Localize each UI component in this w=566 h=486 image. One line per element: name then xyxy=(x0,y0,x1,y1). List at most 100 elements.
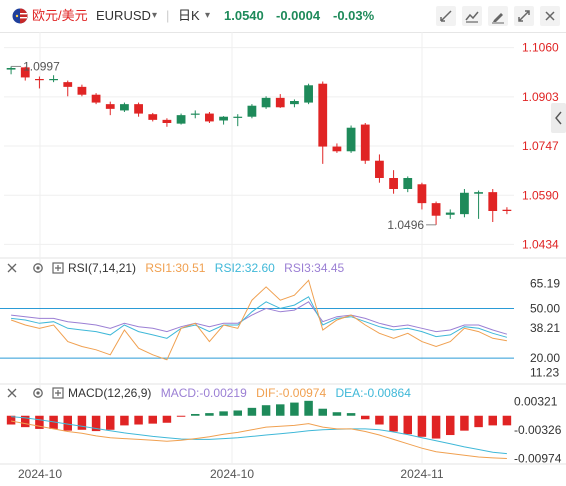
candle xyxy=(318,81,328,164)
symbol-caret-icon[interactable]: ▾ xyxy=(152,10,158,21)
toolbar-divider: | xyxy=(166,8,170,23)
pair-name: 欧元/美元 xyxy=(32,8,88,23)
macd-panel xyxy=(6,400,512,459)
candle xyxy=(6,66,16,75)
macd-tick-label: -0.00326 xyxy=(514,423,562,437)
candle xyxy=(77,84,87,97)
candle xyxy=(417,182,427,210)
rsi-tick-label: 11.23 xyxy=(530,366,559,380)
macd-histogram-bar xyxy=(276,404,285,416)
candle xyxy=(176,113,186,125)
price-change-percent: -0.03% xyxy=(333,8,375,23)
macd-histogram-bar xyxy=(403,415,412,435)
close-icon[interactable] xyxy=(540,6,560,26)
candle xyxy=(488,189,498,222)
price-change: -0.0004 xyxy=(276,8,321,23)
candle-body xyxy=(346,127,356,152)
candle-body xyxy=(91,94,101,103)
drawing-tool-icon[interactable] xyxy=(436,6,456,26)
candle-body xyxy=(417,184,427,204)
candle-body xyxy=(460,192,469,215)
indicator-panel-icon[interactable] xyxy=(52,262,64,274)
candle xyxy=(460,189,469,218)
candle-body xyxy=(219,116,228,121)
indicator-icon[interactable] xyxy=(462,6,482,26)
macd-histogram-bar xyxy=(474,415,483,428)
candle-body xyxy=(304,85,313,103)
candle-body xyxy=(318,83,328,147)
macd-histogram-bar xyxy=(233,410,242,416)
candle-body xyxy=(162,119,172,123)
candle-body xyxy=(474,192,483,194)
candle-body xyxy=(375,160,384,178)
candle-body xyxy=(431,203,441,216)
indicator-panel-icon[interactable] xyxy=(52,387,64,399)
candle xyxy=(91,93,101,105)
macd-histogram-bar xyxy=(134,415,143,425)
low-price-label: 1.0496 xyxy=(387,218,424,232)
candle-body xyxy=(77,86,87,95)
macd-histogram-bar xyxy=(148,415,157,424)
side-collapse-button[interactable] xyxy=(551,103,566,133)
macd-histogram-bar xyxy=(6,415,16,425)
macd-histogram-bar xyxy=(176,415,186,417)
macd-tick-label: -0.00974 xyxy=(514,451,562,465)
close-icon[interactable] xyxy=(6,387,18,399)
grid-lines xyxy=(0,32,566,465)
macd-histogram-bar xyxy=(106,415,115,430)
candle xyxy=(148,112,158,122)
fullscreen-icon[interactable] xyxy=(514,6,534,26)
pen-icon[interactable] xyxy=(488,6,508,26)
candle-body xyxy=(233,116,243,118)
settings-icon[interactable] xyxy=(32,262,44,274)
macd-histogram-bar xyxy=(332,412,342,416)
candle xyxy=(304,83,313,105)
timeframe-caret-icon[interactable]: ▾ xyxy=(205,10,211,21)
candle xyxy=(20,66,30,81)
close-icon[interactable] xyxy=(6,262,18,274)
candle xyxy=(445,209,455,219)
candle-body xyxy=(360,124,370,161)
settings-icon[interactable] xyxy=(32,387,44,399)
macd-value-label: MACD:-0.00219 xyxy=(160,386,247,400)
macd-histogram-bar xyxy=(63,415,72,431)
rsi2-label: RSI2:32.60 xyxy=(214,261,275,275)
candle-body xyxy=(35,79,44,81)
symbol-selector[interactable]: EURUSD xyxy=(96,8,151,23)
macd-histogram-bar xyxy=(77,415,87,430)
macd-histogram-bar xyxy=(431,415,441,439)
candle-body xyxy=(389,178,398,189)
rsi3-label: RSI3:34.45 xyxy=(284,261,345,275)
macd-histogram-bar xyxy=(219,411,228,416)
macd-histogram-bar xyxy=(488,415,497,426)
candle xyxy=(247,104,257,119)
candle-body xyxy=(261,97,271,108)
candle xyxy=(35,76,44,89)
price-tick-label: 1.0590 xyxy=(522,188,559,202)
candlestick-series: 1.0997 1.0496 xyxy=(6,59,512,232)
macd-histogram-bar xyxy=(290,402,299,416)
candle xyxy=(332,143,342,153)
rsi-tick-label: 65.19 xyxy=(530,276,560,290)
rsi-tick-label: 20.00 xyxy=(530,351,560,365)
candle-body xyxy=(6,68,16,70)
chart-canvas[interactable]: 1.0997 1.0496 1.1060 1.0903 1.0747 1.0590 1.0… xyxy=(0,32,566,486)
eu-us-flag-icon xyxy=(12,8,28,24)
candle xyxy=(134,102,143,117)
timeframe-selector[interactable]: 日K xyxy=(178,8,200,23)
macd-histogram-bar xyxy=(247,407,257,416)
macd-histogram-bar xyxy=(261,405,271,416)
dif-label: DIF:-0.00974 xyxy=(256,386,327,400)
date-axis-label: 2024-11 xyxy=(400,467,443,481)
rsi2-line xyxy=(11,296,508,339)
candle-body xyxy=(120,104,129,111)
candle xyxy=(375,154,384,183)
candle xyxy=(219,116,228,125)
candle xyxy=(502,207,512,215)
candle xyxy=(205,112,214,123)
macd-title: MACD(12,26,9) xyxy=(68,386,152,400)
macd-histogram-bar xyxy=(361,415,370,420)
macd-histogram-bar xyxy=(35,415,44,429)
candle xyxy=(346,125,356,153)
candle xyxy=(261,96,271,109)
